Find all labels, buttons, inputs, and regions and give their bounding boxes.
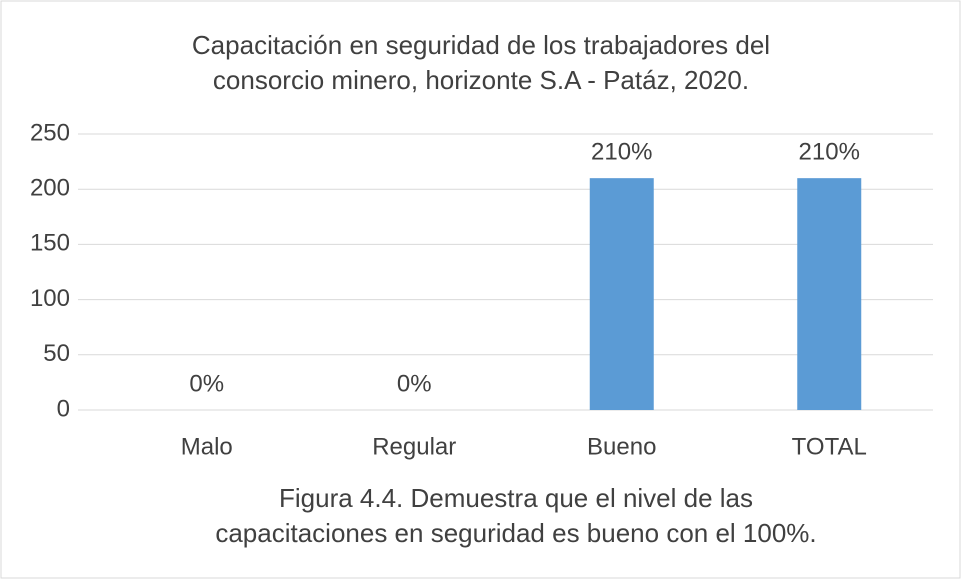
y-tick-label: 100 [30, 285, 70, 312]
y-tick-label: 0 [57, 395, 70, 422]
y-tick-label: 200 [30, 175, 70, 202]
value-label: 210% [799, 139, 860, 166]
value-label: 0% [397, 370, 432, 397]
x-tick-label: TOTAL [792, 433, 867, 460]
x-tick-label: Malo [181, 433, 233, 460]
bar [797, 178, 862, 410]
bar [589, 178, 654, 410]
chart-title: consorcio minero, horizonte S.A - Patáz,… [213, 65, 749, 95]
x-tick-label: Regular [372, 433, 456, 460]
y-tick-label: 150 [30, 230, 70, 257]
y-tick-label: 250 [30, 119, 70, 146]
caption: capacitaciones en seguridad es bueno con… [215, 518, 816, 548]
y-tick-label: 50 [43, 340, 70, 367]
x-tick-label: Bueno [587, 433, 656, 460]
chart-title: Capacitación en seguridad de los trabaja… [192, 30, 770, 60]
value-label: 210% [591, 139, 652, 166]
value-label: 0% [189, 370, 224, 397]
caption: Figura 4.4. Demuestra que el nivel de la… [279, 483, 753, 513]
